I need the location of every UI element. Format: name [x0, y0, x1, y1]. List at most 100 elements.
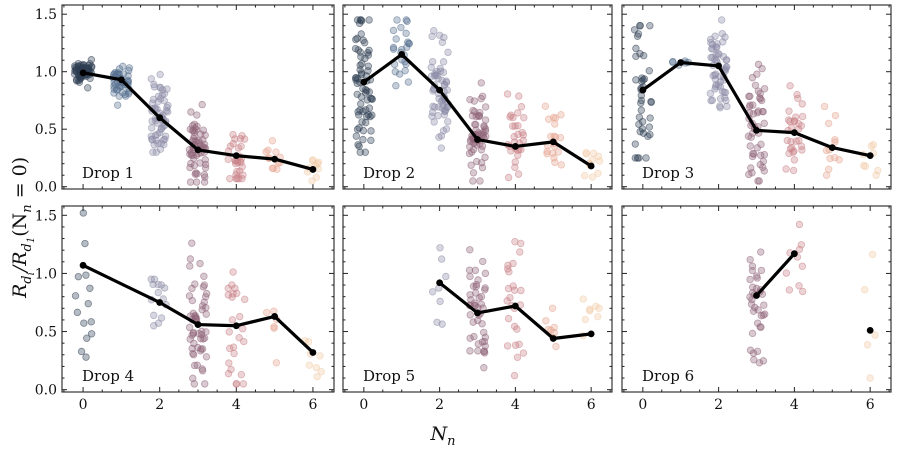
scatter-point: [185, 146, 194, 154]
scatter-point: [866, 374, 874, 382]
scatter-point: [759, 163, 767, 172]
mean-point: [194, 146, 202, 154]
scatter-point: [831, 153, 839, 162]
scatter-point: [392, 35, 400, 43]
scatter-point: [197, 334, 205, 343]
scatter-point: [364, 67, 372, 75]
scatter-point: [436, 244, 444, 252]
scatter-point: [792, 137, 800, 145]
scatter-point: [746, 275, 754, 284]
scatter-point: [550, 323, 558, 332]
scatter-point: [262, 308, 271, 317]
scatter-point: [782, 269, 791, 277]
scatter-point: [436, 297, 444, 306]
scatter-point: [193, 361, 202, 369]
scatter-point: [647, 98, 655, 106]
scatter-point: [519, 349, 528, 357]
scatter-point: [435, 31, 444, 39]
scatter-point: [201, 156, 210, 164]
scatter-point: [746, 346, 755, 354]
scatter-point: [503, 342, 512, 350]
mean-point: [549, 138, 557, 146]
scatter-point: [798, 146, 806, 154]
scatter-point: [156, 95, 165, 103]
y-tick-label: 0.5: [35, 325, 57, 341]
scatter-point: [588, 173, 597, 181]
scatter-point: [636, 127, 644, 136]
scatter-point: [84, 299, 92, 308]
mean-point: [511, 143, 519, 150]
scatter-point: [427, 63, 435, 72]
scatter-point: [503, 297, 511, 305]
panel-label: Drop 6: [642, 367, 694, 385]
scatter-point: [272, 359, 281, 367]
x-tick-label: 6: [866, 397, 875, 413]
scatter-point: [193, 111, 201, 119]
scatter-point: [308, 177, 316, 185]
scatter-point: [186, 255, 195, 263]
x-tick-label: 2: [155, 397, 164, 413]
scatter-point: [226, 344, 234, 353]
scatter-point: [718, 30, 726, 38]
scatter-point: [201, 164, 210, 172]
scatter-point: [190, 154, 198, 163]
scatter-point: [438, 76, 446, 85]
scatter-point: [312, 363, 321, 372]
mean-point: [511, 302, 519, 310]
scatter-point: [543, 150, 551, 158]
scatter-point: [272, 148, 280, 156]
scatter-point: [510, 133, 518, 141]
scatter-point: [357, 93, 366, 101]
scatter-point: [746, 142, 754, 150]
scatter-point: [156, 83, 164, 92]
scatter-point: [429, 102, 437, 111]
scatter-point: [114, 69, 122, 77]
scatter-point: [201, 173, 209, 181]
scatter-point: [74, 272, 83, 281]
scatter-point: [745, 170, 753, 179]
scatter-point: [466, 291, 474, 299]
scatter-point: [189, 328, 198, 337]
panels-group: 0.0 0.5 1.0 1.5 Drop 1 Drop 2 Drop 3 0 2 4 6 0.0 0.5…: [35, 4, 892, 413]
scatter-point: [786, 117, 794, 126]
scatter-point: [229, 130, 237, 139]
scatter-point: [226, 174, 234, 183]
scatter-point: [632, 52, 640, 61]
scatter-point: [517, 103, 526, 111]
scatter-point: [790, 156, 799, 164]
scatter-point: [229, 268, 237, 276]
scatter-point: [356, 61, 364, 69]
scatter-point: [361, 148, 370, 156]
panel-label: Drop 2: [363, 164, 415, 182]
scatter-point: [517, 286, 525, 295]
scatter-point: [716, 103, 724, 112]
panel-label: Drop 5: [363, 367, 415, 385]
scatter-point: [469, 177, 477, 185]
scatter-point: [77, 347, 86, 356]
scatter-point: [392, 82, 400, 90]
scatter-point: [748, 329, 757, 338]
scatter-point: [239, 325, 247, 333]
scatter-point: [798, 100, 806, 108]
scatter-point: [481, 116, 490, 124]
x-axis-title: Nn: [430, 423, 456, 449]
scatter-point: [316, 352, 324, 360]
mean-point: [79, 69, 87, 77]
scatter-point: [756, 95, 765, 103]
mean-point: [474, 136, 481, 143]
scatter-point: [478, 320, 486, 328]
scatter-point: [756, 323, 764, 331]
scatter-point: [73, 308, 82, 317]
scatter-point: [270, 324, 278, 332]
scatter-point: [397, 23, 405, 32]
mean-point: [232, 152, 240, 160]
scatter-point: [188, 239, 196, 247]
scatter-point: [147, 75, 155, 83]
scatter-point: [755, 359, 764, 367]
y-tick-label: 0.5: [35, 122, 57, 138]
scatter-point: [200, 298, 208, 306]
scatter-point: [718, 87, 727, 96]
y-axis-title: Rdi/Rd1(Nn = 0): [9, 157, 37, 299]
scatter-point: [519, 136, 527, 145]
